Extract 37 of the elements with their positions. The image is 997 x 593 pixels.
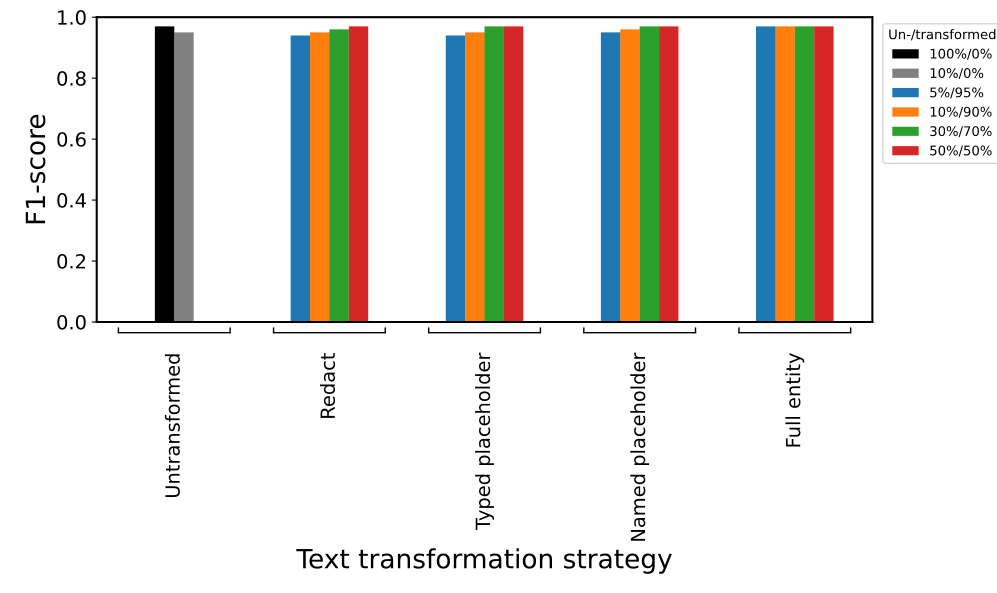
x-tick-label: Full entity xyxy=(785,353,804,447)
bar xyxy=(659,26,678,322)
bar xyxy=(620,29,640,322)
legend-label: 10%/90% xyxy=(930,106,992,118)
bar xyxy=(329,29,349,322)
x-tick-label: Typed placeholder xyxy=(475,352,494,530)
y-tick-label: 0.8 xyxy=(57,71,86,86)
y-tick-label: 0.4 xyxy=(57,193,86,208)
x-axis-title: Text transformation strategy xyxy=(296,548,672,574)
bar xyxy=(814,26,834,322)
bar xyxy=(348,26,368,322)
bar xyxy=(640,26,660,322)
bar xyxy=(484,26,504,322)
bar xyxy=(465,32,485,322)
y-tick-label: 0.2 xyxy=(57,254,86,269)
bar xyxy=(794,26,814,322)
legend-label: 5%/95% xyxy=(930,87,984,98)
bar xyxy=(174,32,194,322)
bar xyxy=(290,35,310,322)
bar xyxy=(600,32,620,322)
x-tick-label: Named placeholder xyxy=(630,352,650,541)
x-tick-label: Untransformed xyxy=(164,354,180,498)
y-tick-label: 1.0 xyxy=(58,10,86,25)
legend-label: 30%/70% xyxy=(930,126,992,138)
legend-label: 100%/0% xyxy=(930,48,992,60)
bar xyxy=(756,26,776,322)
bar xyxy=(310,32,330,322)
bar xyxy=(504,26,524,322)
legend-label: 50%/50% xyxy=(930,146,992,157)
bar xyxy=(446,35,466,322)
legend-title: Un-/transformed xyxy=(889,29,996,40)
y-axis-title: F1-score xyxy=(26,114,46,224)
legend-label: 10%/0% xyxy=(930,68,984,80)
y-tick-label: 0.6 xyxy=(57,132,86,147)
x-tick-label: Redact xyxy=(320,353,336,418)
bar xyxy=(775,26,795,322)
y-tick-label: 0.0 xyxy=(57,314,86,330)
